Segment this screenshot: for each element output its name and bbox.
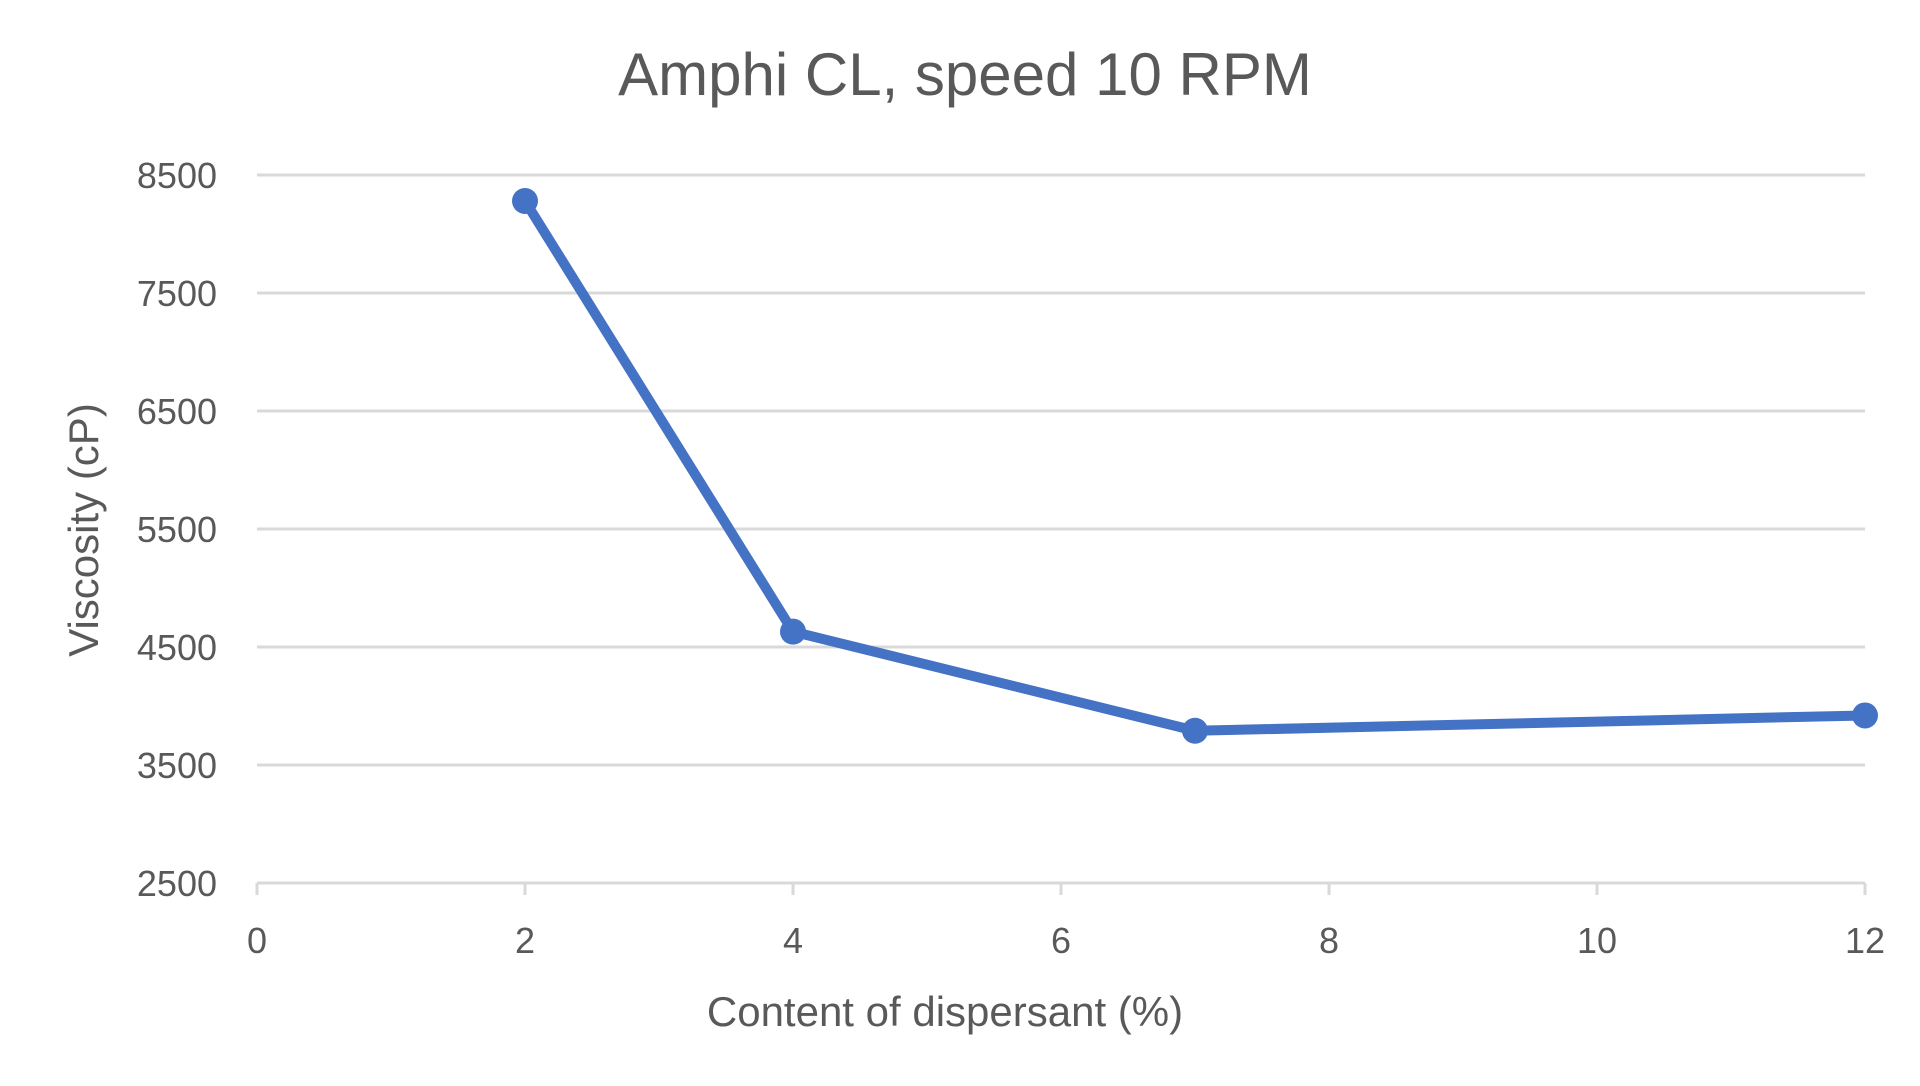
data-point <box>1852 702 1878 729</box>
x-tick-label: 10 <box>1577 920 1617 961</box>
data-point <box>1182 717 1208 744</box>
x-tick-label: 2 <box>515 920 535 961</box>
x-axis-title: Content of dispersant (%) <box>707 988 1183 1035</box>
series-line <box>520 195 1870 736</box>
x-tick-label: 8 <box>1319 920 1339 961</box>
chart-title: Amphi CL, speed 10 RPM <box>618 41 1312 108</box>
y-tick-label: 2500 <box>137 863 217 904</box>
x-tick-label: 4 <box>783 920 803 961</box>
x-tick-labels: 0 2 4 6 8 10 12 <box>247 920 1885 961</box>
y-tick-label: 5500 <box>137 509 217 550</box>
y-tick-label: 3500 <box>137 745 217 786</box>
y-tick-label: 8500 <box>137 155 217 196</box>
data-point <box>780 618 806 645</box>
y-tick-label: 7500 <box>137 273 217 314</box>
x-tick-label: 12 <box>1845 920 1885 961</box>
x-axis <box>255 881 1867 895</box>
series <box>512 187 1878 744</box>
gridlines <box>257 173 1865 767</box>
x-tick-label: 0 <box>247 920 267 961</box>
y-tick-label: 6500 <box>137 391 217 432</box>
data-point <box>512 187 538 214</box>
y-tick-labels: 2500 3500 4500 5500 6500 7500 8500 <box>137 155 217 904</box>
y-tick-label: 4500 <box>137 627 217 668</box>
y-axis-title: Viscosity (cP) <box>60 403 107 657</box>
x-tick-label: 6 <box>1051 920 1071 961</box>
